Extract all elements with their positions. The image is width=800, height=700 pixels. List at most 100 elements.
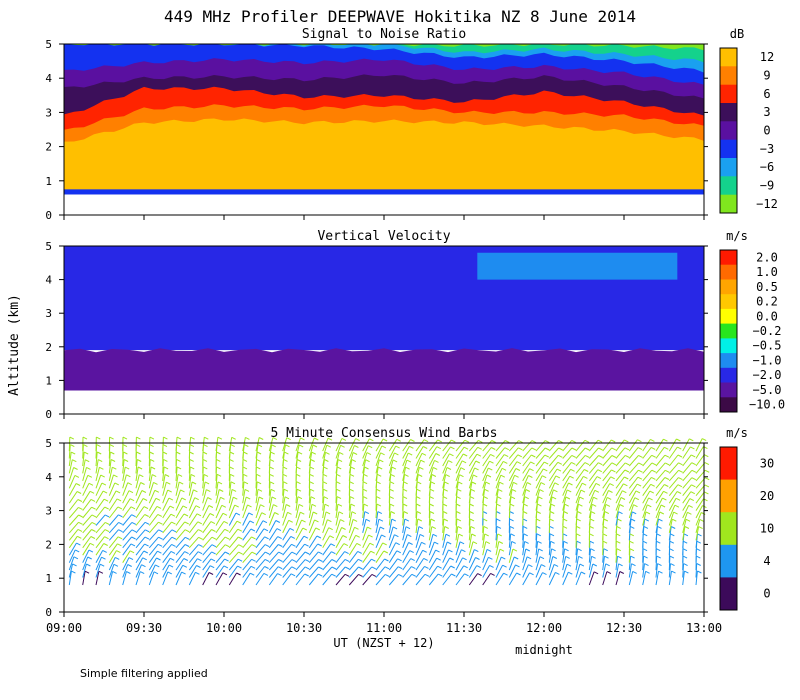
barb-flag bbox=[290, 573, 296, 577]
barb bbox=[122, 564, 129, 578]
barb-flag bbox=[311, 503, 317, 507]
barb-flag bbox=[269, 481, 275, 485]
barb bbox=[628, 563, 632, 578]
barb bbox=[455, 453, 464, 467]
barb bbox=[202, 481, 206, 496]
barb bbox=[362, 558, 372, 571]
barb bbox=[522, 541, 526, 556]
barb bbox=[188, 544, 199, 556]
colorbar-label: 4 bbox=[763, 554, 770, 568]
barb-flag bbox=[264, 558, 270, 562]
barb bbox=[82, 543, 91, 556]
colorbar-swatch bbox=[720, 397, 737, 413]
barb bbox=[535, 496, 539, 511]
barb bbox=[615, 439, 625, 452]
barb-flag bbox=[220, 496, 225, 500]
barb-flag bbox=[176, 451, 181, 455]
barb-flag bbox=[411, 566, 416, 570]
barb bbox=[548, 461, 559, 474]
barb-flag bbox=[370, 550, 375, 554]
barb bbox=[455, 460, 463, 474]
barb bbox=[348, 574, 359, 586]
barb bbox=[575, 439, 586, 452]
barb-flag bbox=[571, 461, 576, 465]
barb-flag bbox=[127, 564, 132, 567]
barb-flag bbox=[539, 556, 545, 560]
barb-flag bbox=[470, 525, 475, 529]
barb bbox=[95, 536, 105, 549]
barb bbox=[575, 541, 578, 556]
barb-flag bbox=[398, 573, 403, 577]
barb bbox=[428, 453, 437, 467]
barb bbox=[415, 460, 422, 474]
barb-flag bbox=[472, 541, 478, 545]
barb-flag bbox=[522, 525, 528, 529]
barb bbox=[402, 511, 405, 526]
barb bbox=[655, 497, 663, 511]
barb bbox=[695, 570, 698, 586]
barb-flag bbox=[136, 451, 141, 455]
barb bbox=[95, 529, 106, 541]
colorbar-label: −10.0 bbox=[749, 398, 785, 412]
barb bbox=[135, 466, 139, 481]
barb bbox=[375, 452, 382, 467]
barb-flag bbox=[677, 446, 682, 450]
barb bbox=[82, 506, 92, 519]
barb bbox=[135, 506, 145, 519]
barb-flag bbox=[341, 437, 347, 441]
barb-flag bbox=[697, 533, 702, 537]
barb bbox=[588, 563, 594, 578]
x-tick-label: 13:00 bbox=[686, 621, 722, 635]
barb bbox=[122, 506, 132, 519]
barb bbox=[348, 558, 359, 571]
barb-flag bbox=[554, 482, 559, 486]
barb bbox=[628, 490, 637, 504]
barb bbox=[268, 444, 273, 459]
y-tick-label: 1 bbox=[45, 572, 52, 585]
barb bbox=[175, 571, 183, 586]
barb bbox=[482, 533, 486, 548]
barb-flag bbox=[405, 526, 411, 530]
barb bbox=[228, 551, 239, 564]
barb bbox=[428, 557, 438, 571]
barb-flag bbox=[515, 468, 521, 471]
barb-flag bbox=[367, 526, 372, 530]
barb bbox=[148, 466, 152, 481]
barb-flag bbox=[685, 518, 691, 522]
barb-flag bbox=[434, 459, 439, 463]
barb-flag bbox=[516, 461, 522, 465]
barb bbox=[602, 462, 613, 474]
barb-flag bbox=[177, 473, 183, 477]
barb-flag bbox=[242, 458, 248, 462]
colorbar-frame bbox=[719, 47, 738, 214]
barb bbox=[228, 512, 237, 526]
barb-flag bbox=[496, 511, 501, 514]
barb-flag bbox=[624, 462, 630, 466]
barb bbox=[148, 482, 154, 496]
barb bbox=[522, 556, 528, 571]
barb-flag bbox=[258, 437, 264, 440]
barb-flag bbox=[153, 481, 158, 485]
barb bbox=[68, 521, 79, 534]
barb-flag bbox=[208, 505, 214, 508]
y-tick-label: 2 bbox=[45, 341, 52, 354]
colorbar-swatch bbox=[720, 294, 737, 310]
barb-flag bbox=[336, 488, 341, 492]
barb bbox=[455, 481, 459, 496]
barb-flag bbox=[363, 503, 369, 507]
barb bbox=[695, 498, 704, 511]
barb bbox=[375, 566, 386, 578]
barb-flag bbox=[697, 570, 702, 574]
barb-flag bbox=[422, 446, 428, 449]
barb bbox=[82, 549, 90, 563]
barb bbox=[575, 556, 580, 571]
barb bbox=[335, 511, 340, 526]
barb bbox=[188, 551, 199, 564]
barb-flag bbox=[72, 459, 77, 463]
barb bbox=[202, 497, 209, 511]
barb-flag bbox=[286, 437, 291, 441]
vv-region-1 bbox=[64, 348, 704, 391]
barb bbox=[162, 558, 171, 571]
barb bbox=[655, 438, 664, 452]
barb bbox=[348, 438, 357, 452]
